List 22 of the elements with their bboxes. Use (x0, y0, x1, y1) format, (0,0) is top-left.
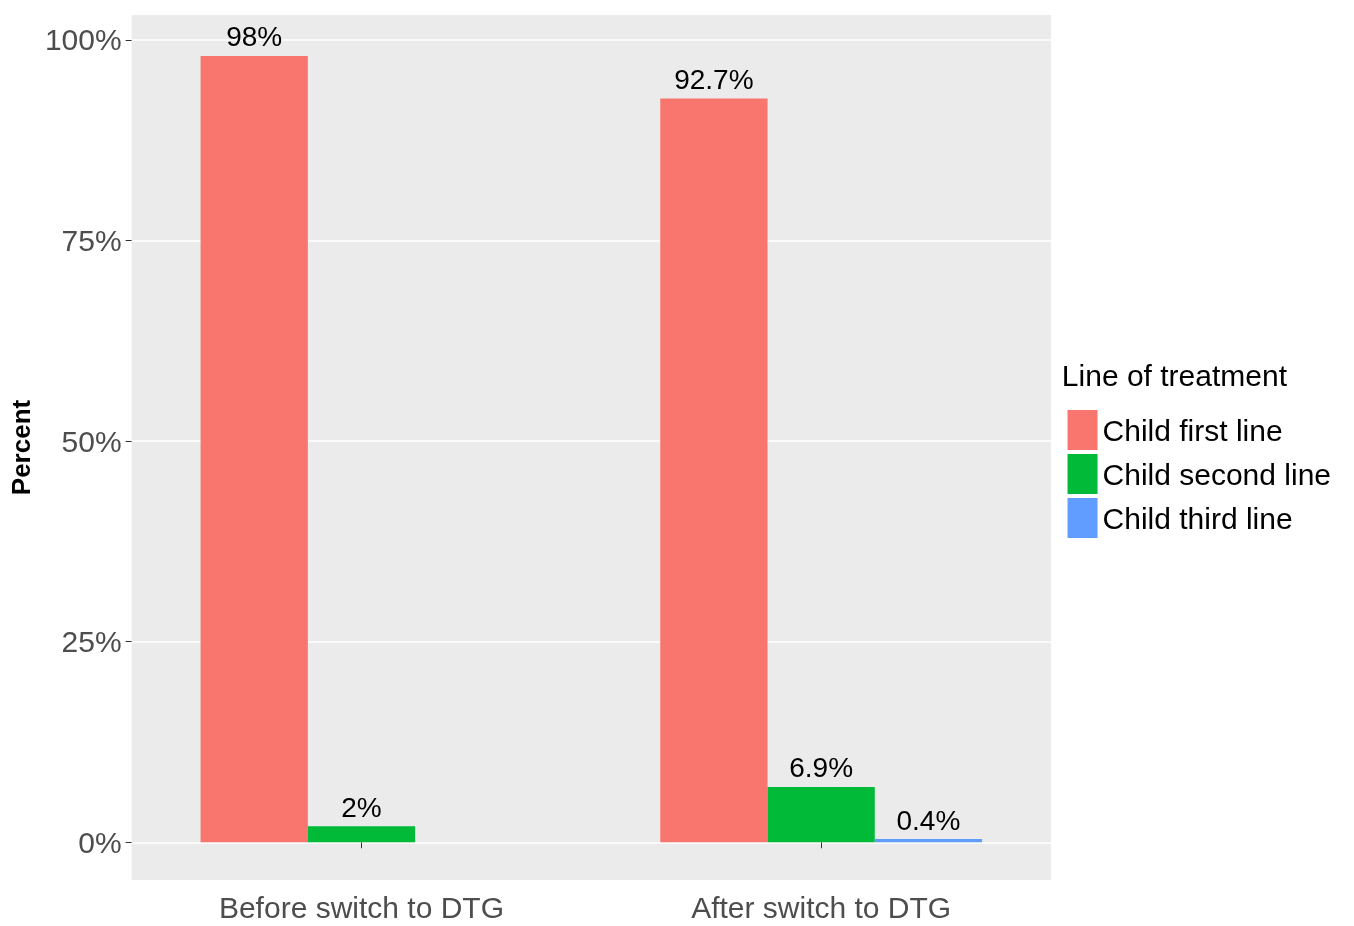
bar (307, 826, 416, 843)
bar (874, 839, 983, 843)
data-label: 6.9% (789, 752, 854, 784)
data-label: 98% (226, 21, 283, 53)
legend-title: Line of treatment (1061, 358, 1288, 392)
legend-label: Child second line (1102, 457, 1332, 491)
legend-label: Child first line (1102, 413, 1283, 447)
y-axis-title: Percent (6, 399, 36, 496)
y-tick-label: 25% (61, 625, 122, 659)
y-tick-label: 75% (61, 223, 122, 257)
bar (200, 55, 308, 843)
data-label: 2% (341, 791, 382, 823)
bar (660, 98, 768, 843)
data-label: 0.4% (896, 804, 961, 836)
y-tick-label: 50% (61, 424, 122, 458)
legend-label: Child third line (1102, 501, 1293, 535)
x-tick-label: After switch to DTG (691, 890, 952, 924)
bar (767, 786, 875, 843)
x-tick-label: Before switch to DTG (218, 890, 505, 924)
y-tick-label: 100% (44, 23, 122, 57)
data-label: 92.7% (674, 63, 754, 95)
y-tick-label: 0% (78, 825, 122, 859)
